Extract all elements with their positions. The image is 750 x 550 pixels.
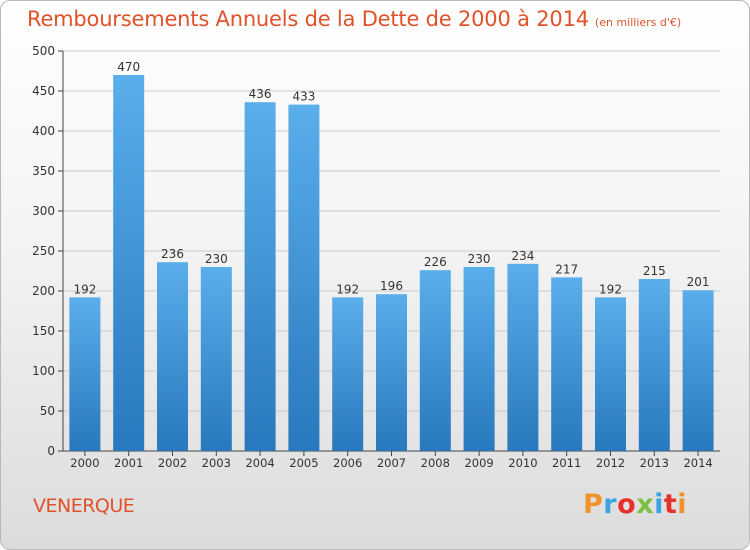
y-tick-label: 300 bbox=[32, 204, 55, 218]
x-tick-label: 2000 bbox=[70, 456, 99, 470]
data-label: 192 bbox=[599, 282, 622, 296]
logo-letter: o bbox=[617, 489, 637, 520]
data-label: 230 bbox=[468, 252, 491, 266]
data-label: 470 bbox=[117, 60, 140, 74]
y-tick-label: 250 bbox=[32, 244, 55, 258]
y-tick-label: 100 bbox=[32, 364, 55, 378]
x-tick-label: 2010 bbox=[508, 456, 537, 470]
chart-unit: (en milliers d'€) bbox=[594, 16, 682, 29]
bar bbox=[113, 75, 145, 451]
bar bbox=[376, 294, 407, 451]
x-tick-label: 2008 bbox=[421, 456, 450, 470]
commune-name: VENERQUE bbox=[33, 495, 135, 517]
bar bbox=[595, 297, 626, 451]
data-label: 201 bbox=[687, 275, 710, 289]
bar bbox=[551, 277, 583, 451]
x-tick-label: 2003 bbox=[202, 456, 231, 470]
logo-letter: r bbox=[603, 489, 618, 520]
data-label: 226 bbox=[424, 255, 447, 269]
data-label: 215 bbox=[643, 264, 666, 278]
bar bbox=[638, 279, 670, 451]
bar bbox=[463, 267, 495, 451]
x-tick-label: 2013 bbox=[640, 456, 669, 470]
bar bbox=[682, 290, 714, 451]
proxiti-logo: Proxiti bbox=[583, 489, 687, 520]
data-label: 234 bbox=[511, 249, 534, 263]
bar bbox=[200, 267, 232, 451]
y-tick-label: 400 bbox=[32, 124, 55, 138]
data-label: 236 bbox=[161, 247, 184, 261]
chart-title: Remboursements Annuels de la Dette de 20… bbox=[27, 7, 682, 31]
x-tick-label: 2001 bbox=[114, 456, 143, 470]
logo-letter: P bbox=[583, 489, 604, 520]
y-tick-label: 0 bbox=[47, 444, 55, 458]
data-label: 196 bbox=[380, 279, 403, 293]
y-tick-label: 200 bbox=[32, 284, 55, 298]
bar bbox=[69, 297, 101, 451]
logo-letter: i bbox=[677, 489, 688, 520]
y-tick-label: 350 bbox=[32, 164, 55, 178]
x-tick-label: 2011 bbox=[552, 456, 581, 470]
data-label: 436 bbox=[249, 87, 272, 101]
x-tick-label: 2002 bbox=[158, 456, 187, 470]
x-tick-label: 2009 bbox=[464, 456, 493, 470]
data-label: 230 bbox=[205, 252, 228, 266]
bar bbox=[244, 102, 276, 451]
x-tick-label: 2012 bbox=[596, 456, 625, 470]
bar bbox=[332, 297, 364, 451]
x-tick-label: 2004 bbox=[245, 456, 274, 470]
y-tick-label: 150 bbox=[32, 324, 55, 338]
x-tick-label: 2006 bbox=[333, 456, 362, 470]
data-label: 192 bbox=[73, 282, 96, 296]
bar bbox=[288, 104, 320, 451]
x-tick-label: 2014 bbox=[683, 456, 712, 470]
bar bbox=[507, 263, 539, 451]
y-tick-label: 50 bbox=[40, 404, 55, 418]
logo-letter: t bbox=[663, 489, 678, 520]
data-label: 433 bbox=[292, 90, 315, 104]
bar bbox=[419, 270, 451, 451]
data-label: 192 bbox=[336, 282, 359, 296]
bar bbox=[157, 262, 188, 451]
logo-letter: i bbox=[654, 489, 664, 520]
logo-letter: x bbox=[636, 489, 655, 520]
x-tick-label: 2005 bbox=[289, 456, 318, 470]
data-label: 217 bbox=[555, 262, 578, 276]
y-tick-label: 500 bbox=[32, 44, 55, 58]
y-tick-label: 450 bbox=[32, 84, 55, 98]
x-tick-label: 2007 bbox=[377, 456, 406, 470]
